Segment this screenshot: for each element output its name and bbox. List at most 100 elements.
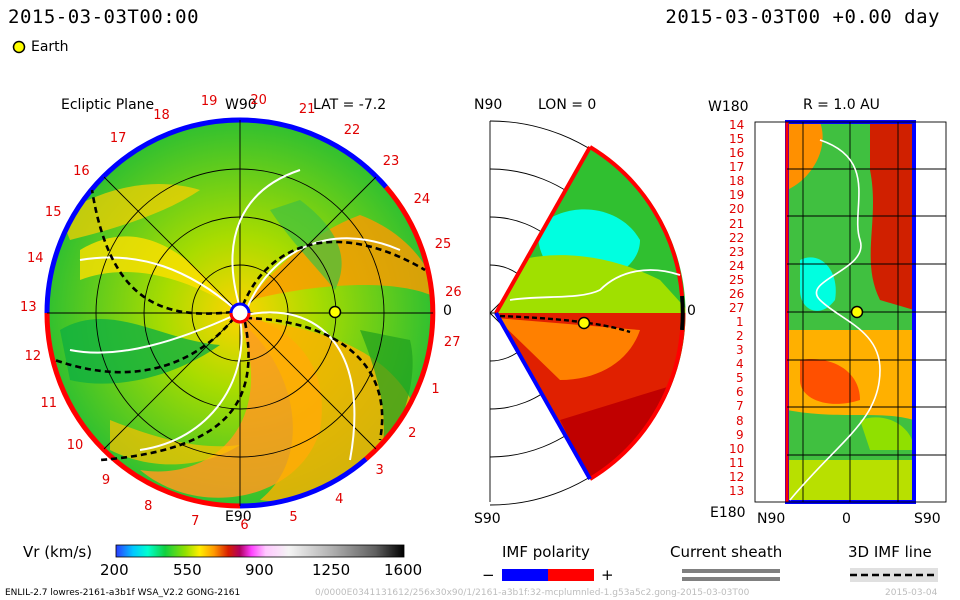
colorbar-tick-900: 900 [245,561,274,579]
latlon-ylabel-9: 9 [736,427,744,442]
footer-model: ENLIL-2.7 lowres-2161-a3b1f WSA_V2.2 GON… [5,588,241,598]
sector-number-13: 13 [20,300,37,316]
sector-number-2: 2 [408,426,417,442]
latlon-ylabel-6: 6 [736,385,744,400]
imf-line-swatch [850,568,938,582]
latlon-ylabel-26: 26 [729,286,745,301]
current-sheath-swatch [682,569,780,581]
colorbar-tick-1600: 1600 [384,561,423,579]
imf-line-title: 3D IMF line [848,543,932,561]
latlon-ylabel-21: 21 [729,216,745,231]
header-right-time: 2015-03-03T00 +0.00 day [665,6,940,28]
earth-marker-latlon [850,305,864,319]
meridional-top-label: N90 [474,97,503,113]
sector-number-6: 6 [240,517,249,533]
sector-number-17: 17 [109,131,127,147]
earth-legend-icon [12,40,26,54]
latlon-ylabel-8: 8 [736,413,744,428]
meridional-bottom-label: S90 [474,511,501,527]
latlon-ylabel-1: 1 [736,315,744,330]
imf-polarity-title: IMF polarity [502,543,590,561]
sector-number-8: 8 [144,498,153,514]
sector-number-15: 15 [44,205,62,220]
latlon-panel [754,120,947,504]
ecliptic-bottom-label: E90 [225,509,252,525]
sector-number-18: 18 [153,107,170,123]
latlon-ylabel-5: 5 [736,371,744,386]
sector-number-16: 16 [73,164,90,180]
latlon-ylabel-24: 24 [729,258,745,273]
sector-number-1: 1 [431,382,440,398]
latlon-top-left-label: W180 [708,99,749,115]
sector-number-25: 25 [434,236,452,252]
ecliptic-panel [44,117,436,509]
latlon-ylabel-13: 13 [729,483,745,498]
colorbar-tick-550: 550 [173,561,202,579]
imf-positive-swatch [548,569,594,581]
colorbar-tick-200: 200 [100,561,129,579]
velocity-colorbar [115,544,405,558]
imf-plus-label: + [601,566,614,584]
sector-number-23: 23 [382,153,400,169]
latlon-x-label-s90: S90 [914,511,941,527]
latlon-ylabel-11: 11 [729,455,745,470]
meridional-lon-label: LON = 0 [538,97,597,113]
latlon-ylabel-2: 2 [736,329,744,344]
meridional-right-label: 0 [687,303,696,319]
sector-number-26: 26 [445,285,462,301]
latlon-ylabel-16: 16 [729,146,745,161]
sector-number-19: 19 [200,94,218,110]
sector-number-24: 24 [413,192,431,208]
latlon-x-label-0: 0 [842,511,851,527]
sector-number-12: 12 [24,349,42,365]
sector-number-9: 9 [101,472,111,488]
sector-number-27: 27 [443,334,461,350]
latlon-bottom-left-label: E180 [710,505,746,521]
latlon-r-label: R = 1.0 AU [803,97,880,113]
latlon-ylabel-3: 3 [736,343,744,358]
sector-number-20: 20 [250,92,267,108]
header-left-time: 2015-03-03T00:00 [8,6,200,28]
latlon-ylabel-23: 23 [729,244,745,259]
latlon-ylabel-15: 15 [729,132,745,147]
meridional-panel [489,120,686,506]
earth-marker-ecliptic [328,305,342,319]
ecliptic-current-sheet [54,189,426,462]
earth-marker-meridional [577,316,591,330]
latlon-ylabel-4: 4 [736,357,744,372]
sector-number-22: 22 [343,123,361,139]
ecliptic-imf-lines [69,169,401,461]
sector-number-3: 3 [375,463,384,479]
meridional-velocity-field [496,147,686,479]
footer-faint-right: 2015-03-04 [885,588,938,598]
latlon-ylabel-7: 7 [736,399,744,414]
sector-number-14: 14 [26,251,44,267]
latlon-ylabel-10: 10 [729,441,745,456]
footer-faint: 0/0000E0341131612/256x30x90/1/2161-a3b1f… [315,588,750,598]
colorbar-title: Vr (km/s) [23,543,93,561]
sector-number-11: 11 [40,396,58,412]
ecliptic-top-label: W90 [225,97,257,113]
latlon-ylabel-25: 25 [729,272,745,287]
ecliptic-lat-label: LAT = -7.2 [313,97,387,113]
sector-number-5: 5 [289,510,298,526]
sector-number-21: 21 [298,102,316,118]
imf-negative-swatch [502,569,548,581]
current-sheath-title: Current sheath [670,543,783,561]
sector-number-4: 4 [335,491,344,507]
latlon-ylabel-12: 12 [729,469,745,484]
colorbar-tick-1250: 1250 [312,561,351,579]
latlon-ylabel-14: 14 [729,118,745,132]
latlon-ylabel-27: 27 [729,300,745,315]
latlon-ylabel-18: 18 [729,174,745,189]
earth-legend-label: Earth [31,39,69,55]
sector-number-10: 10 [66,438,84,454]
ecliptic-title: Ecliptic Plane [61,97,155,113]
sector-number-7: 7 [191,513,200,529]
latlon-ylabel-20: 20 [729,202,745,217]
imf-minus-label: − [482,566,495,584]
latlon-ylabel-17: 17 [729,160,745,175]
latlon-ylabel-22: 22 [729,230,745,245]
ecliptic-right-label: 0 [443,303,452,319]
